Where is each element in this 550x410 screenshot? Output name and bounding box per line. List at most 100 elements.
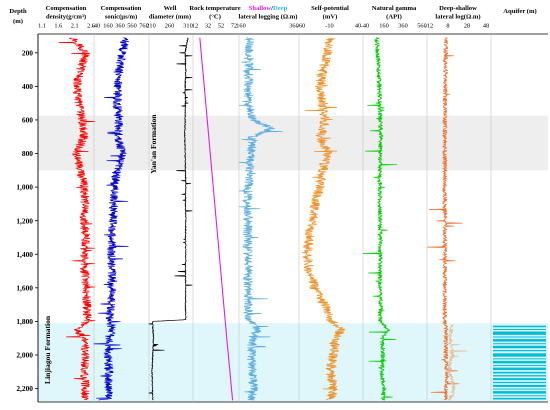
depth-tick-label-5: 1,200	[16, 216, 33, 225]
track-title-sonic: Compensation	[101, 5, 142, 12]
aquifer-layer-17	[493, 384, 546, 387]
curve-temperature-0	[199, 37, 234, 401]
depth-tick-label-3: 800	[22, 149, 33, 158]
track-tick-diameter-1: 260	[165, 23, 174, 30]
track-title-part-lateral-2: Deep	[273, 5, 288, 12]
curve-deep-shallow-1	[442, 324, 468, 401]
track-tick-density-2: 2.1	[71, 23, 79, 30]
track-tick-temperature-2: 52	[218, 23, 224, 30]
aquifer-layer-6	[493, 345, 546, 349]
track-tick-lateral-1: 360	[289, 23, 298, 30]
aquifer-layer-16	[493, 381, 546, 384]
track-title-lateral: Shallow/Deep	[249, 5, 288, 12]
track-tick-sonic-1: 160	[103, 23, 112, 30]
track-tick-diameter-2: 310	[183, 23, 192, 30]
track-title-aquifer: Aquifer (m)	[503, 8, 536, 15]
aquifer-layer-0	[493, 325, 546, 328]
track-tick-deep-shallow-2: 28	[464, 23, 470, 30]
highlight-band-1	[38, 323, 548, 402]
curve-sp-0	[302, 37, 346, 401]
track-title-sp: Self-potential	[311, 5, 349, 12]
track-subtitle-temperature: (°C)	[209, 14, 221, 21]
track-tick-sp-0: -60	[297, 23, 305, 30]
track-tick-sonic-3: 560	[127, 23, 136, 30]
track-tick-gamma-2: 360	[398, 23, 407, 30]
aquifer-layer-8	[493, 353, 546, 357]
aquifer-layer-4	[493, 339, 546, 342]
aquifer-layer-3	[493, 336, 546, 338]
track-tick-sp-1: -10	[325, 23, 333, 30]
aquifer-layer-14	[493, 375, 546, 377]
track-tick-gamma-3: 560	[417, 23, 426, 30]
track-tick-temperature-3: 72	[231, 23, 237, 30]
highlight-band-0	[38, 115, 548, 171]
track-tick-density-3: 2.6	[87, 23, 95, 30]
depth-tick-label-8: 1,800	[16, 317, 33, 326]
aquifer-layer-9	[493, 358, 546, 360]
depth-axis-unit: (m)	[13, 18, 23, 25]
aquifer-layer-12	[493, 367, 546, 371]
track-title-part-lateral-1: /	[270, 5, 273, 12]
track-tick-deep-shallow-1: 8	[446, 23, 449, 30]
track-title-deep-shallow: Deep-shallow	[439, 5, 477, 12]
depth-tick-label-1: 400	[22, 82, 33, 91]
depth-tick-label-4: 1,000	[16, 183, 33, 192]
track-tick-sonic-0: -40	[92, 23, 100, 30]
track-subtitle-lateral: lateral logging (Ω.m)	[239, 14, 298, 21]
formation-labels: Yan'an Formation Linjiagou Formation	[43, 114, 158, 384]
track-tick-density-1: 1.6	[54, 23, 62, 30]
aquifer-layer-2	[493, 331, 546, 335]
curve-lateral-0	[238, 37, 283, 401]
formation-label-1: Linjiagou Formation	[43, 315, 52, 384]
aquifer-layer-5	[493, 343, 546, 345]
curve-density-0	[58, 37, 96, 401]
track-subtitle-diameter: diameter (mm)	[149, 14, 191, 21]
track-title-diameter: Well	[164, 5, 177, 12]
track-tick-temperature-1: 32	[205, 23, 211, 30]
depth-axis: 200 400 600 800 1,000 1,200 1,400 1,600 1,800 2,0…	[16, 34, 39, 402]
aquifer-layer-19	[493, 391, 546, 394]
track-tick-sp-2: 40	[355, 23, 361, 30]
aquifer-layer-20	[493, 395, 546, 397]
depth-tick-label-0: 200	[22, 48, 33, 57]
track-subtitle-deep-shallow: lateral log(Ω.m)	[435, 14, 480, 21]
depth-tick-label-10: 2,200	[16, 384, 33, 393]
aquifer-layer-11	[493, 365, 546, 367]
depth-tick-label-6: 1,400	[16, 250, 33, 259]
aquifer-layer-1	[493, 328, 546, 330]
track-tick-gamma-0: -40	[361, 23, 369, 30]
formation-label-0: Yan'an Formation	[149, 114, 158, 174]
track-tick-deep-shallow-3: 48	[483, 23, 489, 30]
track-title-density: Compensation	[46, 5, 87, 12]
aquifer-layer-13	[493, 371, 546, 374]
track-subtitle-sonic: sonic(µs/m)	[105, 14, 137, 21]
aquifer-layer-15	[493, 378, 546, 381]
track-title-part-lateral-0: Shallow	[249, 5, 272, 12]
track-subtitle-sp: (mV)	[323, 14, 338, 21]
track-tick-sonic-4: 760	[139, 23, 148, 30]
depth-tick-label-7: 1,600	[16, 283, 33, 292]
aquifer-layer-7	[493, 349, 546, 352]
depth-axis-title: Depth	[9, 8, 27, 15]
track-tick-deep-shallow-0: -12	[425, 23, 433, 30]
depth-tick-label-2: 600	[22, 116, 33, 125]
track-tick-sonic-2: 360	[115, 23, 124, 30]
track-headers: Depth (m) Compensation density(g/cm³)1.1 1.6…	[9, 5, 548, 403]
aquifer-layer-10	[493, 360, 546, 364]
highlight-bands	[38, 115, 548, 402]
aquifer-layer-18	[493, 388, 546, 390]
curve-deep-shallow-0	[427, 37, 463, 401]
track-subtitle-density: density(g/cm³)	[46, 14, 86, 21]
track-title-gamma: Natural gamma	[372, 5, 417, 12]
curve-sonic-0	[93, 37, 129, 401]
track-tick-temperature-0: 12	[192, 23, 198, 30]
track-tick-gamma-1: 160	[379, 23, 388, 30]
curve-gamma-0	[362, 37, 398, 401]
track-tick-lateral-0: 160	[236, 23, 245, 30]
depth-tick-label-9: 2,000	[16, 351, 33, 360]
track-subtitle-gamma: (API)	[386, 14, 402, 21]
aquifer-layer-21	[493, 397, 546, 400]
track-tick-density-0: 1.1	[38, 23, 46, 30]
track-tick-diameter-0: 210	[146, 23, 155, 30]
track-title-temperature: Rock temperature	[189, 5, 240, 12]
